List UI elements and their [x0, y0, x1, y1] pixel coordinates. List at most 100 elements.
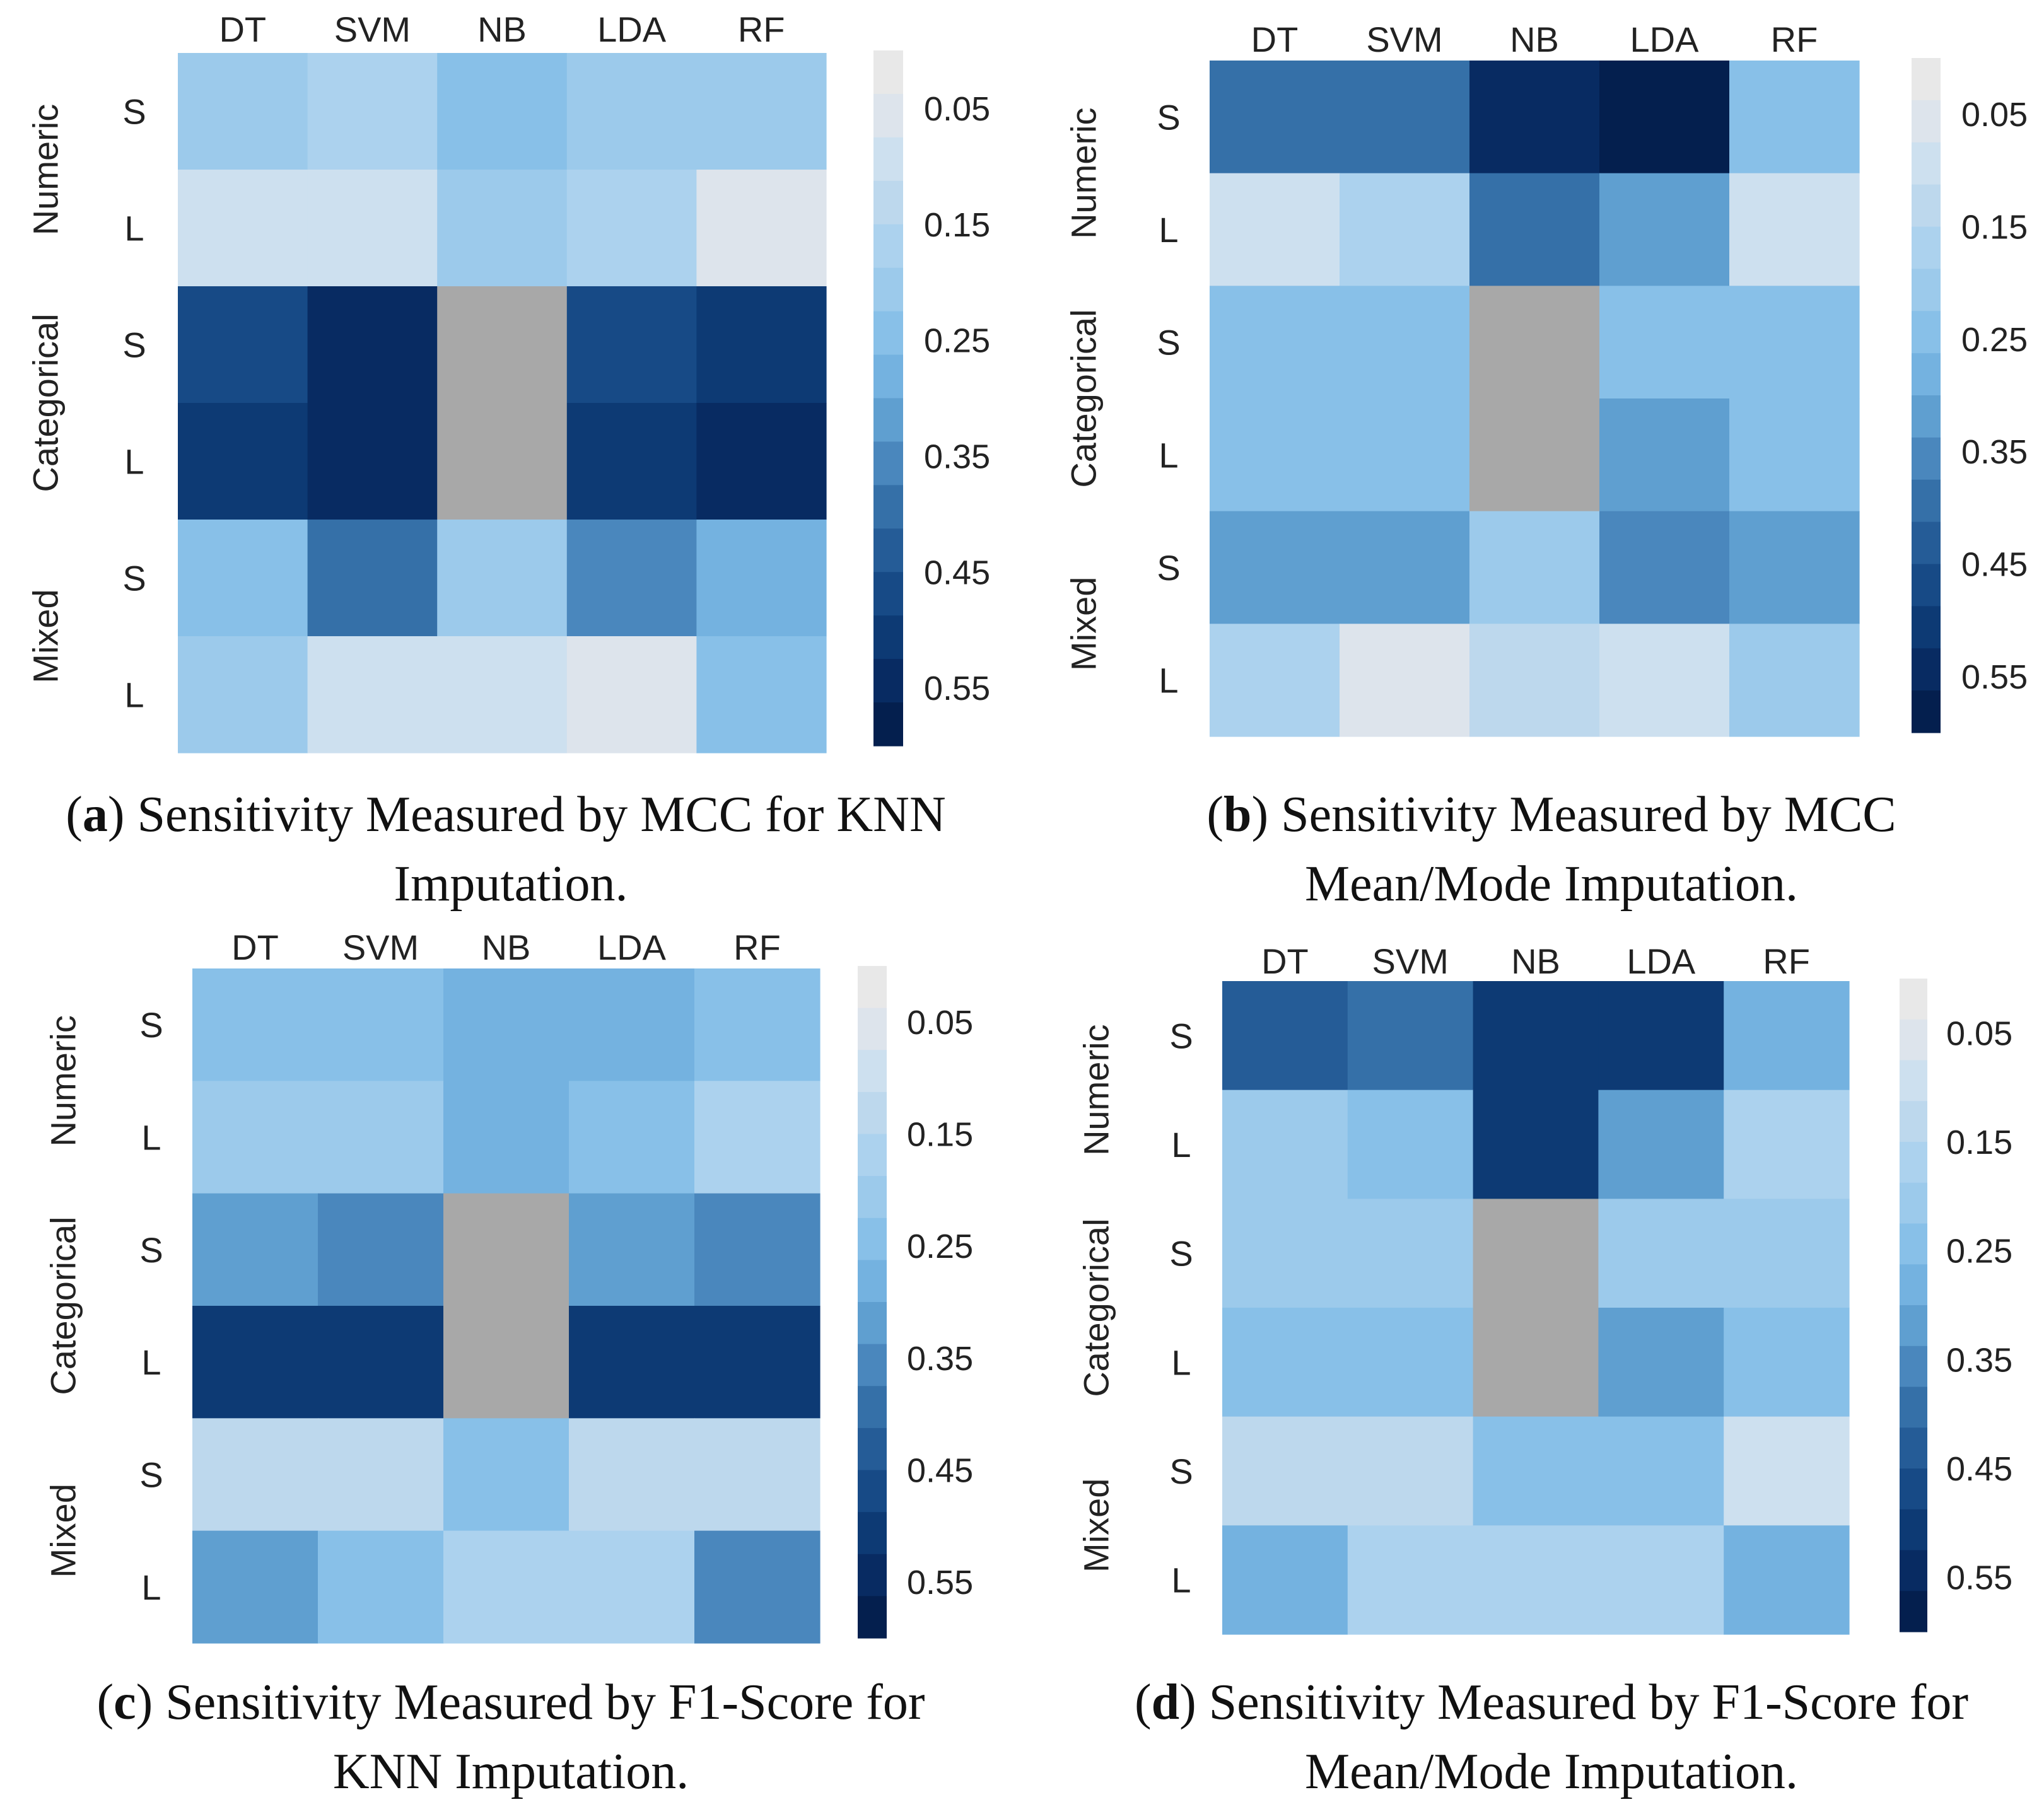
- colorbar-band-d-7: [1900, 1264, 1927, 1306]
- colorbar-tick-label: 0.15: [1961, 209, 2028, 247]
- colorbar-band-c-2: [858, 1050, 887, 1093]
- heatmap-cell-a-r2-c0: [178, 286, 308, 404]
- heatmap-cell-d-r3-c2: [1473, 1308, 1599, 1417]
- colorbar-band-c-10: [858, 1386, 887, 1429]
- heatmap-cell-b-r4-c1: [1340, 511, 1470, 624]
- row-label: L: [141, 1118, 161, 1158]
- colorbar-tick-label: 0.55: [1961, 658, 2028, 696]
- heatmap-cell-a-r3-c1: [307, 403, 438, 520]
- heatmap-cell-c-r0-c1: [318, 968, 444, 1081]
- colorbar-tick-label: 0.55: [924, 670, 990, 707]
- row-label: S: [1169, 1016, 1193, 1055]
- heatmap-cell-a-r2-c1: [307, 286, 438, 404]
- heatmap-cell-b-r5-c1: [1340, 624, 1470, 737]
- heatmap-panel-b: DT SVM NB LDA RF S L S L S L Numeric Categorical Mixe…: [1064, 20, 2028, 912]
- heatmap-cell-c-r4-c2: [443, 1418, 569, 1532]
- column-label-nb: NB: [1510, 20, 1559, 59]
- colorbar-band-a-1: [873, 93, 903, 138]
- heatmap-cell-d-r1-c1: [1347, 1090, 1474, 1199]
- heatmap-cell-b-r2-c4: [1729, 286, 1860, 399]
- colorbar-band-b-11: [1912, 521, 1941, 565]
- colorbar-band-b-9: [1912, 437, 1941, 480]
- colorbar-band-c-1: [858, 1008, 887, 1050]
- heatmap-cell-d-r0-c4: [1724, 981, 1850, 1091]
- heatmap-cell-d-r1-c2: [1473, 1090, 1599, 1199]
- row-label: S: [122, 559, 146, 598]
- colorbar-band-c-6: [858, 1218, 887, 1260]
- colorbar-band-c-9: [858, 1344, 887, 1387]
- colorbar-band-d-1: [1900, 1019, 1927, 1061]
- column-label-dt: DT: [219, 9, 266, 49]
- heatmap-panel-c: DT SVM NB LDA RF S L S L S L Numeric Categorical Mixe…: [44, 927, 974, 1799]
- colorbar-band-c-4: [858, 1134, 887, 1177]
- row-label: L: [124, 675, 144, 715]
- column-label-rf: RF: [1763, 941, 1810, 981]
- heatmap-cell-d-r4-c1: [1347, 1416, 1474, 1526]
- caption-line-2-a: Imputation.: [394, 856, 628, 912]
- colorbar-band-b-6: [1912, 311, 1941, 354]
- heatmap-cell-c-r0-c4: [694, 968, 821, 1081]
- colorbar-band-c-3: [858, 1091, 887, 1135]
- row-label: L: [1171, 1342, 1191, 1382]
- column-label-lda: LDA: [1626, 941, 1696, 981]
- column-label-dt: DT: [231, 927, 279, 967]
- group-label-mixed: Mixed: [1064, 577, 1104, 671]
- group-label-categorical: Categorical: [44, 1216, 83, 1395]
- heatmap-cell-b-r3-c4: [1729, 398, 1860, 512]
- heatmap-cell-c-r0-c3: [569, 968, 695, 1081]
- colorbar-tick-label: 0.15: [924, 206, 990, 244]
- colorbar-band-c-13: [858, 1512, 887, 1555]
- group-label-mixed: Mixed: [26, 589, 66, 683]
- heatmap-cell-a-r4-c4: [696, 520, 827, 637]
- group-label-mixed: Mixed: [44, 1484, 83, 1578]
- heatmap-cell-d-r0-c0: [1222, 981, 1348, 1091]
- colorbar-band-c-0: [858, 966, 887, 1009]
- colorbar-band-a-12: [873, 572, 903, 616]
- column-label-lda: LDA: [597, 927, 667, 967]
- heatmap-cell-c-r1-c4: [694, 1081, 821, 1194]
- heatmap-cell-d-r2-c1: [1347, 1199, 1474, 1308]
- heatmap-cell-d-r2-c2: [1473, 1199, 1599, 1308]
- heatmap-cell-c-r5-c1: [318, 1530, 444, 1644]
- heatmap-cell-b-r1-c0: [1210, 173, 1340, 286]
- colorbar-band-a-6: [873, 311, 903, 356]
- heatmap-cell-d-r4-c0: [1222, 1416, 1348, 1526]
- heatmap-cell-d-r0-c3: [1598, 981, 1724, 1091]
- heatmap-cell-b-r0-c3: [1599, 61, 1730, 174]
- row-label: S: [1169, 1451, 1193, 1491]
- heatmap-cell-a-r4-c0: [178, 520, 308, 637]
- heatmap-cell-a-r0-c0: [178, 53, 308, 170]
- heatmap-cell-d-r0-c2: [1473, 981, 1599, 1091]
- colorbar-band-b-3: [1912, 184, 1941, 228]
- colorbar-band-d-2: [1900, 1060, 1927, 1102]
- colorbar-band-c-11: [858, 1427, 887, 1471]
- caption-line-2-d: Mean/Mode Imputation.: [1305, 1744, 1798, 1799]
- group-label-numeric: Numeric: [1077, 1024, 1116, 1155]
- colorbar-tick-label: 0.25: [1946, 1233, 2012, 1270]
- caption-line-2-c: KNN Imputation.: [333, 1744, 689, 1799]
- heatmap-cell-b-r4-c2: [1469, 511, 1600, 624]
- row-label: L: [141, 1567, 161, 1607]
- heatmap-cell-a-r4-c1: [307, 520, 438, 637]
- caption-letter: c: [114, 1675, 136, 1730]
- group-label-categorical: Categorical: [1077, 1218, 1116, 1397]
- colorbar-band-d-0: [1900, 979, 1927, 1020]
- heatmap-cell-d-r0-c1: [1347, 981, 1474, 1091]
- caption-line-1-d: (d) Sensitivity Measured by F1-Score for: [1135, 1675, 1968, 1730]
- row-label: S: [139, 1230, 163, 1270]
- column-label-rf: RF: [733, 927, 781, 967]
- colorbar-tick-label: 0.45: [1946, 1450, 2012, 1488]
- heatmap-cell-a-r0-c3: [566, 53, 697, 170]
- heatmap-cell-b-r0-c2: [1469, 61, 1600, 174]
- colorbar-band-b-10: [1912, 479, 1941, 523]
- colorbar-band-a-14: [873, 659, 903, 703]
- heatmap-cell-c-r3-c2: [443, 1306, 569, 1419]
- heatmap-cell-c-r2-c1: [318, 1193, 444, 1306]
- heatmap-cell-a-r0-c2: [437, 53, 568, 170]
- heatmap-cell-c-r2-c3: [569, 1193, 695, 1306]
- heatmap-cell-d-r3-c1: [1347, 1308, 1474, 1417]
- heatmap-cell-b-r5-c2: [1469, 624, 1600, 737]
- heatmap-cell-b-r3-c0: [1210, 398, 1340, 512]
- row-label: L: [141, 1342, 161, 1382]
- heatmap-cell-a-r5-c0: [178, 636, 308, 753]
